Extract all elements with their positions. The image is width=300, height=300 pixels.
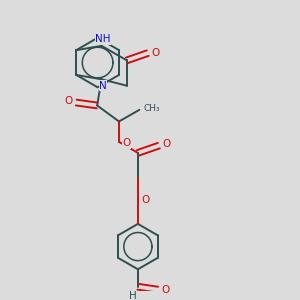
Text: O: O [122, 138, 130, 148]
Text: CH₃: CH₃ [144, 104, 160, 113]
Text: O: O [141, 195, 149, 205]
Text: O: O [162, 285, 170, 295]
Text: O: O [152, 48, 160, 58]
Text: O: O [163, 139, 171, 149]
Text: NH: NH [95, 34, 111, 44]
Text: N: N [99, 81, 107, 91]
Text: O: O [64, 96, 72, 106]
Text: H: H [129, 291, 136, 300]
